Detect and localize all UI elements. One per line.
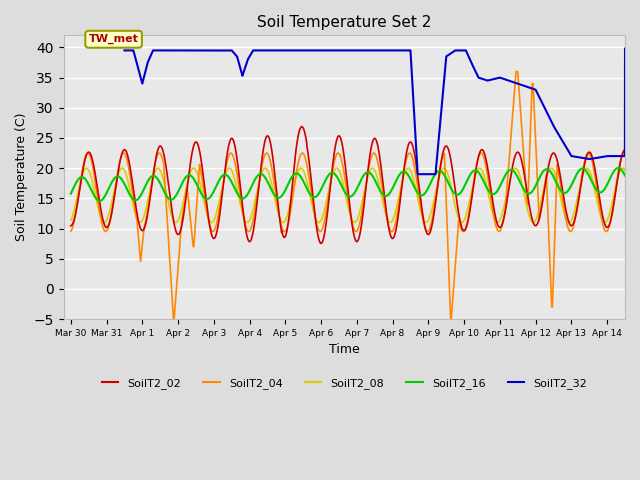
- X-axis label: Time: Time: [329, 343, 360, 356]
- Text: TW_met: TW_met: [89, 34, 138, 44]
- Title: Soil Temperature Set 2: Soil Temperature Set 2: [257, 15, 431, 30]
- Y-axis label: Soil Temperature (C): Soil Temperature (C): [15, 113, 28, 241]
- Legend: SoilT2_02, SoilT2_04, SoilT2_08, SoilT2_16, SoilT2_32: SoilT2_02, SoilT2_04, SoilT2_08, SoilT2_…: [97, 373, 591, 393]
